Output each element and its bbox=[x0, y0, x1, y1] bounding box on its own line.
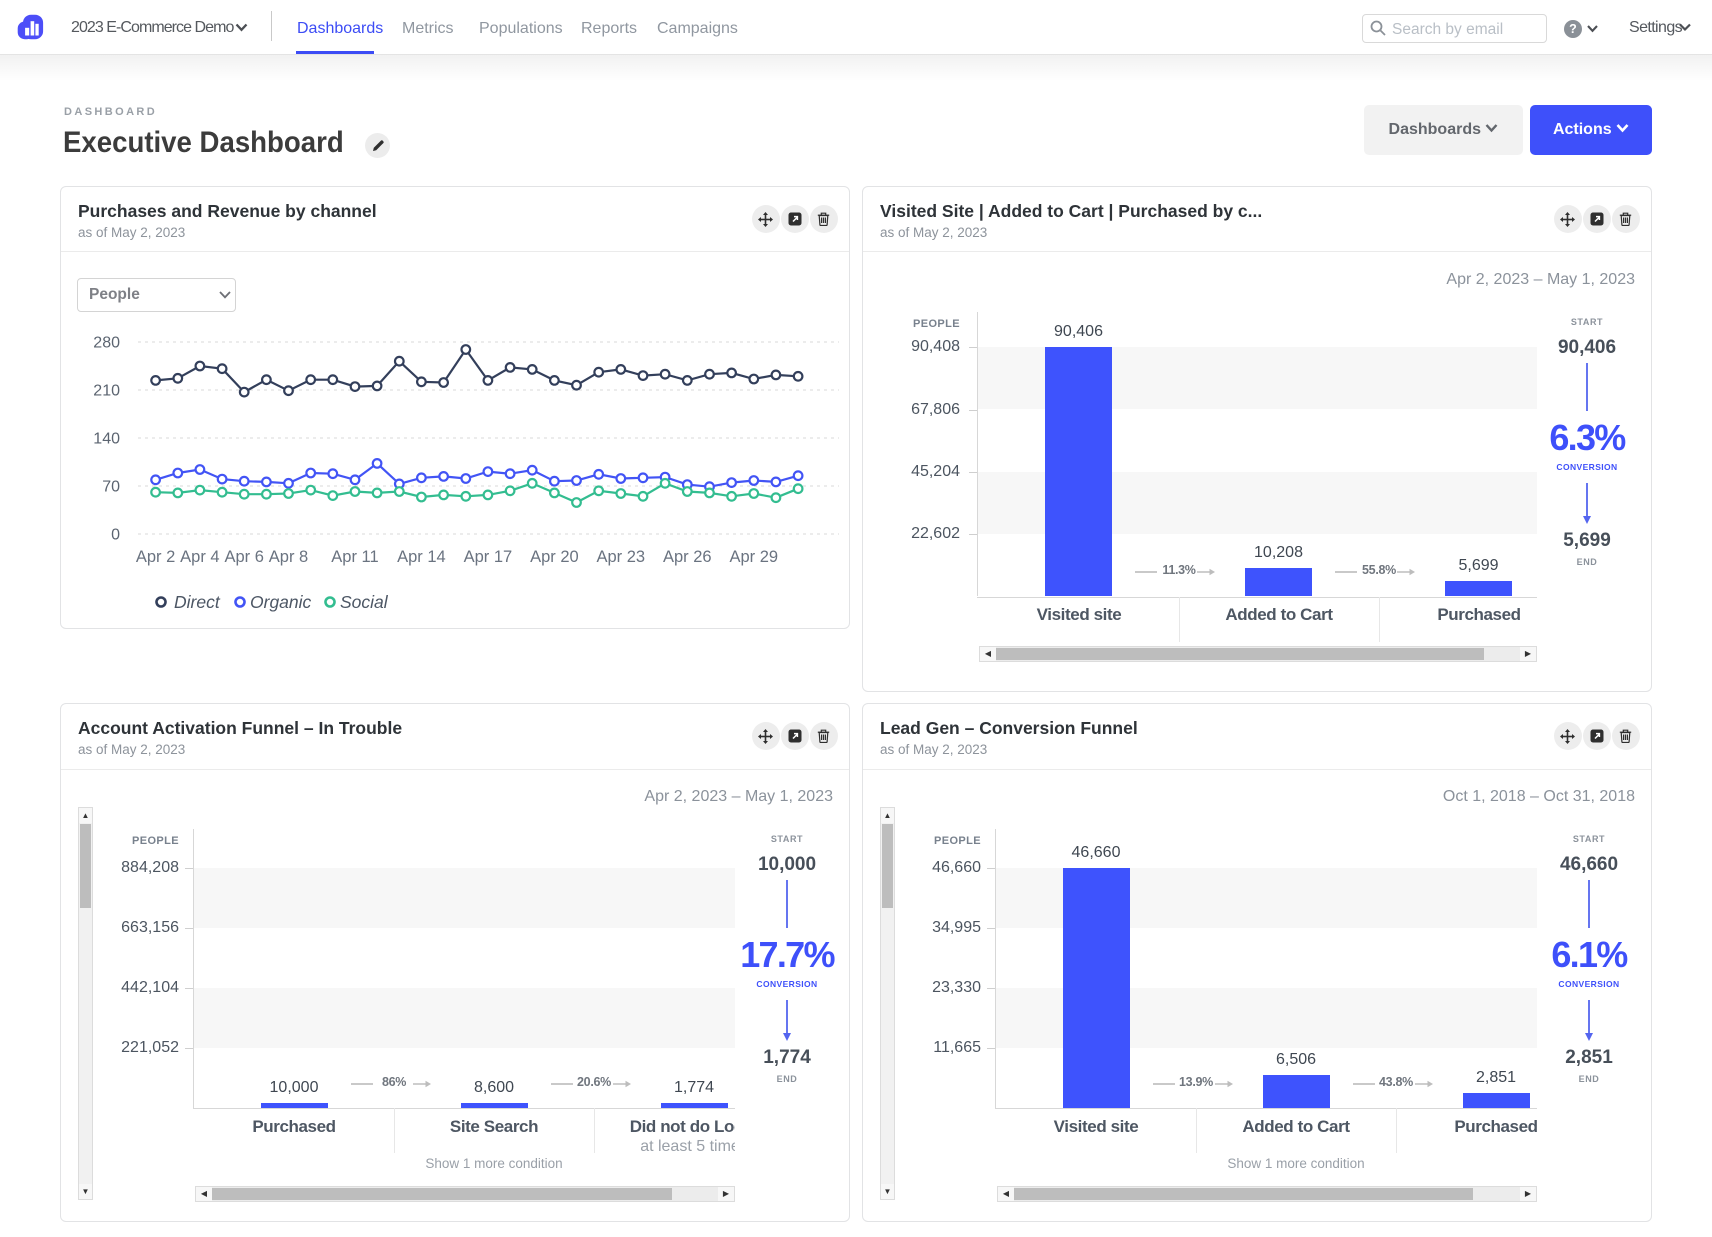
svg-text:0: 0 bbox=[111, 527, 120, 544]
svg-text:Apr 14: Apr 14 bbox=[397, 548, 446, 566]
svg-text:140: 140 bbox=[93, 431, 120, 448]
svg-text:Apr 2: Apr 2 bbox=[136, 548, 175, 566]
svg-text:210: 210 bbox=[93, 383, 120, 400]
svg-text:280: 280 bbox=[93, 335, 120, 352]
svg-text:Apr 11: Apr 11 bbox=[331, 548, 378, 566]
svg-text:Apr 17: Apr 17 bbox=[464, 548, 513, 566]
svg-text:Apr 20: Apr 20 bbox=[530, 548, 579, 566]
svg-text:Apr 23: Apr 23 bbox=[596, 548, 645, 566]
svg-text:Organic: Organic bbox=[250, 592, 312, 612]
svg-text:Apr 26: Apr 26 bbox=[663, 548, 712, 566]
svg-text:Apr 6: Apr 6 bbox=[224, 548, 263, 566]
svg-text:Social: Social bbox=[340, 592, 389, 612]
svg-text:70: 70 bbox=[102, 479, 120, 496]
svg-text:Apr 29: Apr 29 bbox=[729, 548, 778, 566]
svg-text:Apr 4: Apr 4 bbox=[180, 548, 219, 566]
svg-text:Direct: Direct bbox=[174, 592, 221, 612]
svg-text:Apr 8: Apr 8 bbox=[269, 548, 308, 566]
